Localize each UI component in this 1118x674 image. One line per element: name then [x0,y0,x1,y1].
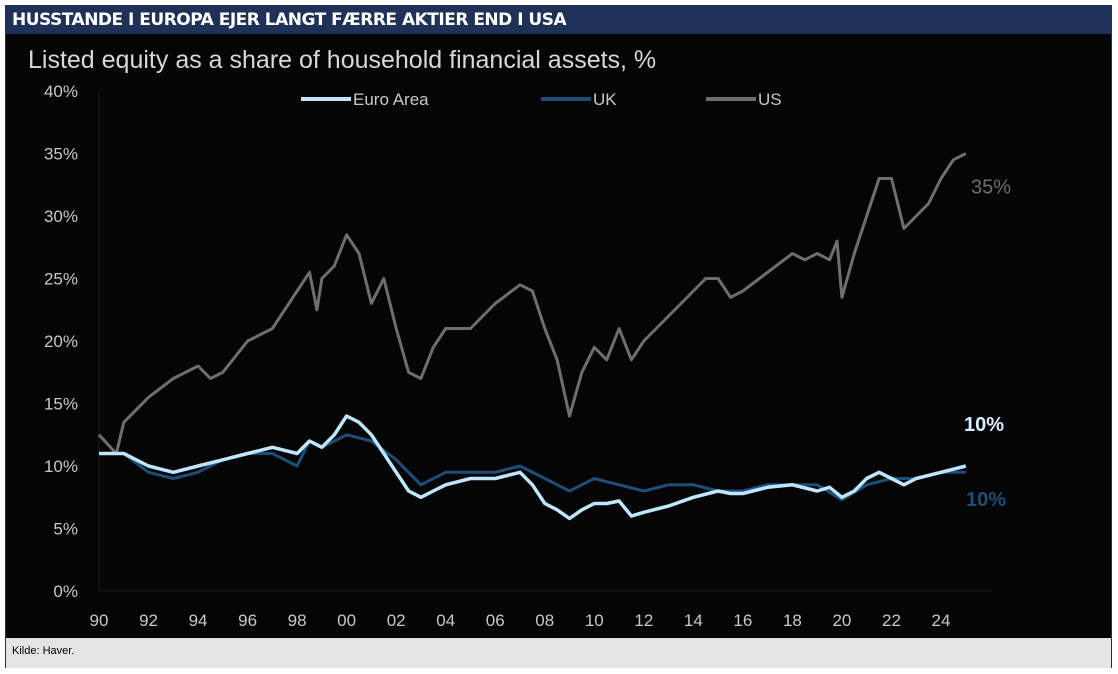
series-line-us [97,152,967,455]
y-tick-label: 20% [44,332,78,351]
x-tick-label: 08 [535,611,554,630]
y-tick-label: 35% [44,145,78,164]
series-line-uk [99,433,966,502]
x-tick-label: 12 [634,611,653,630]
y-tick-label: 0% [53,582,78,601]
source-note: Kilde: Haver. [6,638,1111,668]
end-value-label: 10% [964,414,1004,436]
x-tick-label: 14 [684,611,703,630]
legend-label: Euro Area [353,90,429,109]
y-tick-label: 25% [44,270,78,289]
x-tick-label: 00 [337,611,356,630]
y-tick-label: 40% [44,82,78,101]
x-tick-label: 92 [139,611,158,630]
x-tick-label: 04 [436,611,455,630]
x-tick-label: 94 [189,611,208,630]
y-tick-label: 10% [44,457,78,476]
end-value-label: 35% [971,177,1011,199]
line-chart: Listed equity as a share of household fi… [28,46,1011,630]
series-line-euro-area [99,414,967,521]
x-tick-label: 10 [585,611,604,630]
x-tick-label: 06 [486,611,505,630]
x-tick-label: 98 [288,611,307,630]
x-tick-label: 02 [387,611,406,630]
legend-label: UK [593,90,617,109]
chart-title: Listed equity as a share of household fi… [28,46,656,74]
x-tick-label: 24 [932,611,951,630]
legend: Euro Area UK US [301,90,782,109]
x-tick-label: 22 [882,611,901,630]
x-tick-label: 96 [238,611,257,630]
x-tick-label: 18 [783,611,802,630]
x-tick-label: 90 [90,611,109,630]
y-tick-label: 5% [53,520,78,539]
y-tick-label: 15% [44,395,78,414]
legend-label: US [758,90,782,109]
end-value-label: 10% [966,489,1006,511]
y-tick-label: 30% [44,207,78,226]
x-tick-label: 20 [832,611,851,630]
x-tick-label: 16 [733,611,752,630]
chart-area: Listed equity as a share of household fi… [6,34,1111,638]
chart-panel: HUSSTANDE I EUROPA EJER LANGT FÆRRE AKTI… [5,5,1112,668]
panel-title: HUSSTANDE I EUROPA EJER LANGT FÆRRE AKTI… [6,6,1111,34]
